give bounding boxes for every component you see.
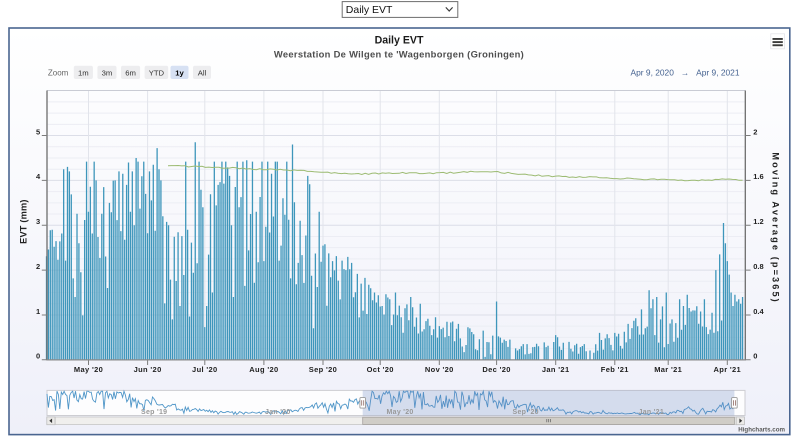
svg-text:Sep '20: Sep '20 [309,365,337,374]
svg-text:Daily EVT: Daily EVT [346,4,393,16]
svg-text:All: All [198,68,207,77]
svg-text:0: 0 [753,352,757,361]
svg-text:0.8: 0.8 [753,262,763,271]
svg-text:Aug '20: Aug '20 [249,365,278,374]
svg-text:Jul '20: Jul '20 [192,365,218,374]
svg-text:4: 4 [36,172,41,181]
svg-text:Sep '20: Sep '20 [513,409,539,416]
svg-text:YTD: YTD [149,68,165,77]
svg-text:Jun '20: Jun '20 [134,365,162,374]
svg-text:1: 1 [36,307,40,316]
svg-text:Weerstation De Wilgen te 'Wage: Weerstation De Wilgen te 'Wagenborgen (G… [274,48,524,59]
svg-text:Apr 9, 2020 → Apr 9, 2021: Apr 9, 2020 → Apr 9, 2021 [631,67,740,77]
svg-text:Jan '21: Jan '21 [542,365,570,374]
svg-text:Mar '21: Mar '21 [654,365,682,374]
svg-text:Daily EVT: Daily EVT [375,34,424,46]
svg-text:1m: 1m [78,68,89,77]
svg-text:3: 3 [36,217,40,226]
svg-text:3m: 3m [102,68,113,77]
svg-text:1y: 1y [175,68,184,77]
svg-text:Jan '21: Jan '21 [639,409,665,416]
svg-text:Zoom: Zoom [48,68,69,77]
svg-text:2: 2 [753,127,757,136]
svg-text:Jan '20: Jan '20 [265,409,291,416]
svg-text:Apr '21: Apr '21 [714,365,742,374]
svg-text:2: 2 [36,262,40,271]
svg-text:Dec '20: Dec '20 [482,365,510,374]
svg-text:6m: 6m [125,68,136,77]
svg-text:Moving Average (p=365): Moving Average (p=365) [771,152,781,303]
svg-text:Nov '20: Nov '20 [425,365,454,374]
svg-text:Oct '20: Oct '20 [367,365,394,374]
svg-text:Feb '21: Feb '21 [601,365,629,374]
svg-text:1.2: 1.2 [753,217,763,226]
svg-text:Highcharts.com: Highcharts.com [738,427,785,434]
svg-text:May '20: May '20 [387,409,414,416]
svg-text:May '20: May '20 [74,365,103,374]
svg-text:0.4: 0.4 [753,307,764,316]
svg-text:5: 5 [36,127,40,136]
svg-text:EVT (mm): EVT (mm) [18,199,28,243]
svg-text:0: 0 [36,352,40,361]
svg-text:Sep '19: Sep '19 [141,409,167,416]
svg-text:1.6: 1.6 [753,172,763,181]
